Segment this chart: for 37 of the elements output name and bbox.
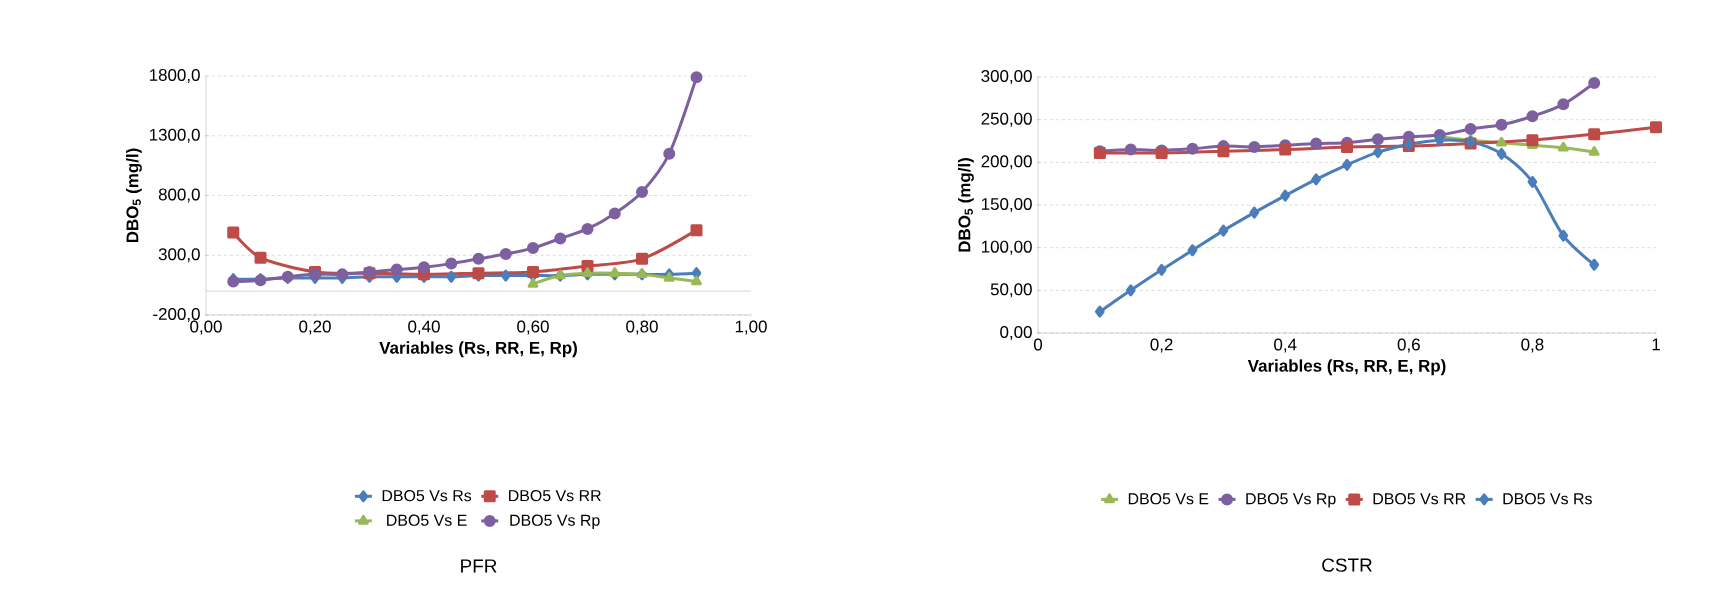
x-tick-label: 0,6 <box>1397 338 1420 353</box>
legend-label: DBO5 Vs E <box>387 514 467 526</box>
y-tick-label: 50,00 <box>990 283 1032 298</box>
y-tick-label: 800,0 <box>158 188 200 203</box>
legend-label: DBO5 Vs Rp <box>1246 493 1336 508</box>
x-tick-label: 0 <box>1033 338 1043 351</box>
x-tick-label: 0,40 <box>408 320 440 335</box>
legend-label: DBO5 Vs Rs <box>382 489 472 502</box>
x-tick-label: 0,4 <box>1274 338 1297 353</box>
x-axis-title: Variables (Rs, RR, E, Rp) <box>1247 359 1446 376</box>
x-tick-label: 0,00 <box>190 320 222 335</box>
text: CSTR <box>1322 558 1372 572</box>
y-tick-label: 100,00 <box>981 240 1032 255</box>
y-tick-label: 200,00 <box>981 155 1032 170</box>
x-tick-label: 1 <box>1652 338 1660 351</box>
x-tick-label: 0,60 <box>517 320 549 335</box>
y-tick-label: 250,00 <box>981 112 1032 127</box>
y-tick-label: 1800,0 <box>149 69 200 83</box>
legend-label: DBO5 Vs Rp <box>510 514 600 530</box>
legend-label: DBO5 Vs RR <box>509 489 601 502</box>
x-tick-label: 0,80 <box>626 320 658 335</box>
y-tick-label: 300,0 <box>158 248 200 263</box>
legend-label: DBO5 Vs E <box>1128 493 1209 505</box>
legend-label: DBO5 Vs Rs <box>1503 493 1592 505</box>
x-axis-title: Variables (Rs, RR, E, Rp) <box>379 341 577 358</box>
y-tick-label: 300,00 <box>981 70 1032 84</box>
y-tick-label: 1300,0 <box>149 128 200 143</box>
x-tick-label: 0,2 <box>1150 338 1173 353</box>
x-tick-label: 0,8 <box>1521 338 1544 353</box>
x-tick-label: 1,00 <box>735 320 767 335</box>
y-tick-label: -200,0 <box>153 308 200 322</box>
text: PFR <box>461 559 497 573</box>
legend-label: DBO5 Vs RR <box>1373 493 1466 505</box>
y-axis-title: DBO$_{5}$ (mg/l) <box>125 148 142 243</box>
y-tick-label: 150,00 <box>981 198 1032 212</box>
y-axis-title: DBO$_{5}$ (mg/l) <box>957 158 974 252</box>
x-tick-label: 0,20 <box>299 320 331 335</box>
